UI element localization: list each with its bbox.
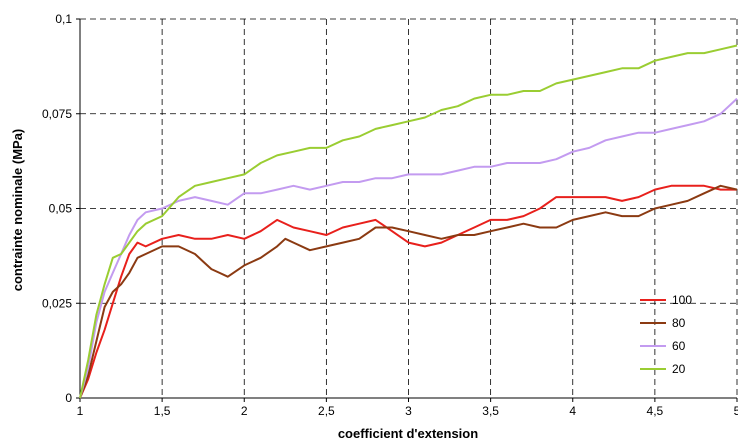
x-tick-label: 2 (241, 404, 248, 418)
x-tick-label: 5 (734, 404, 738, 418)
legend-label-60: 60 (672, 339, 686, 353)
x-tick-label: 1 (77, 404, 84, 418)
legend: 100 80 60 20 (640, 293, 692, 376)
x-tick-label: 3,5 (482, 404, 499, 418)
x-tick-label: 1,5 (154, 404, 171, 418)
grid-lines (80, 18, 738, 398)
series-line-20 (79, 44, 738, 399)
y-tick-label: 0,05 (49, 202, 73, 216)
x-axis-title: coefficient d'extension (338, 426, 478, 441)
y-axis-title: contrainte nominale (MPa) (10, 129, 25, 292)
x-tick-label: 4,5 (647, 404, 664, 418)
y-tick-label: 0,075 (42, 107, 72, 121)
legend-label-80: 80 (672, 316, 686, 330)
axes (76, 18, 738, 402)
x-tick-label: 3 (405, 404, 412, 418)
y-tick-label: 0,025 (42, 296, 72, 310)
x-tick-labels: 1 1,5 2 2,5 3 3,5 4 4,5 5 (77, 404, 738, 418)
legend-label-20: 20 (672, 362, 686, 376)
series-line-80 (79, 184, 738, 399)
y-tick-label: 0 (65, 391, 72, 405)
y-tick-labels: 0 0,025 0,05 0,075 0,1 (42, 12, 72, 405)
y-tick-label: 0,1 (55, 12, 72, 26)
series-line-60 (79, 97, 738, 399)
x-tick-label: 4 (569, 404, 576, 418)
x-tick-label: 2,5 (318, 404, 335, 418)
legend-label-100: 100 (672, 293, 692, 307)
series-lines (79, 44, 738, 399)
series-line-100 (79, 184, 737, 399)
